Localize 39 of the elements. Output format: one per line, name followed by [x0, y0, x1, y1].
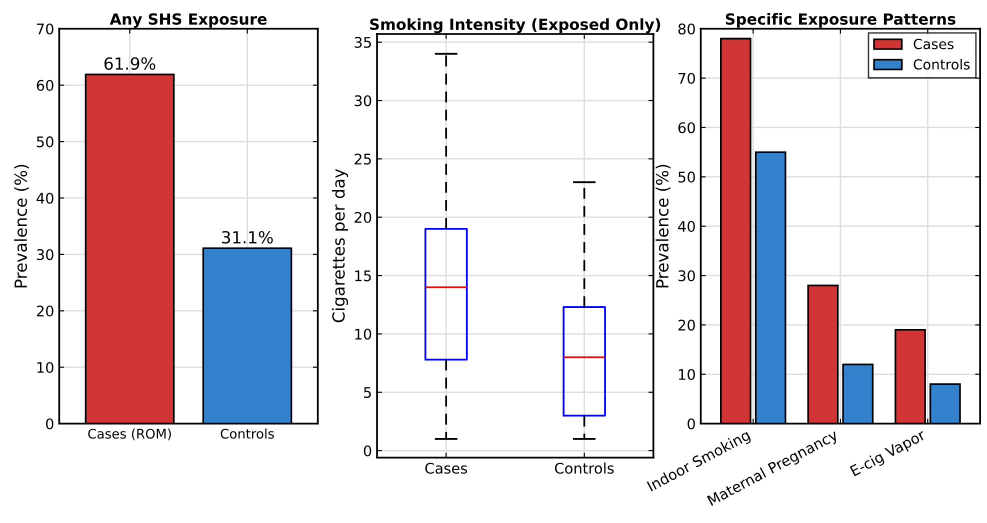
y-tick-label: 10 [678, 368, 695, 380]
x-tick-label: Controls [220, 428, 274, 439]
y-tick-label: 30 [354, 95, 372, 106]
y-tick-label: 80 [678, 23, 695, 35]
y-tick-label: 10 [355, 328, 372, 340]
y-tick-label: 35 [354, 36, 371, 48]
y-tick-label: 70 [37, 23, 54, 35]
y-tick-label: 0 [364, 445, 372, 456]
legend-label: Cases [914, 38, 954, 50]
y-tick-label: 60 [678, 122, 695, 134]
y-tick-label: 20 [678, 320, 695, 331]
y-tick-label: 30 [36, 249, 54, 260]
x-tick-label: Cases (ROM) [88, 428, 171, 440]
y-tick-label: 50 [678, 172, 695, 183]
legend-label: Controls [914, 58, 970, 70]
y-tick-label: 20 [36, 306, 54, 317]
y-tick-label: 20 [354, 212, 372, 223]
y-tick-label: 40 [678, 220, 695, 232]
y-tick-label: 70 [678, 72, 695, 84]
y-axis-title: Cigarettes per day [332, 168, 348, 322]
y-tick-label: 0 [46, 418, 54, 430]
y-axis-title: Prevalence (%) [14, 164, 29, 288]
data-label: 31.1% [222, 230, 273, 244]
y-tick-label: 50 [36, 136, 54, 148]
x-tick-label: Controls [554, 462, 614, 474]
chart-title: Smoking Intensity (Exposed Only) [370, 18, 660, 34]
y-axis-title: Prevalence (%) [656, 164, 671, 288]
y-tick-label: 10 [37, 362, 54, 373]
y-tick-label: 15 [355, 270, 371, 282]
y-tick-label: 30 [678, 270, 695, 282]
y-tick-label: 40 [36, 192, 54, 204]
y-tick-label: 0 [688, 418, 695, 430]
data-label: 61.9% [104, 57, 156, 70]
chart-title: Any SHS Exposure [110, 13, 267, 28]
chart-title: Specific Exposure Patterns [726, 12, 956, 28]
x-tick-label: Cases [425, 462, 468, 474]
y-tick-label: 25 [354, 154, 371, 165]
y-tick-label: 60 [36, 80, 54, 91]
y-tick-label: 5 [364, 387, 371, 398]
